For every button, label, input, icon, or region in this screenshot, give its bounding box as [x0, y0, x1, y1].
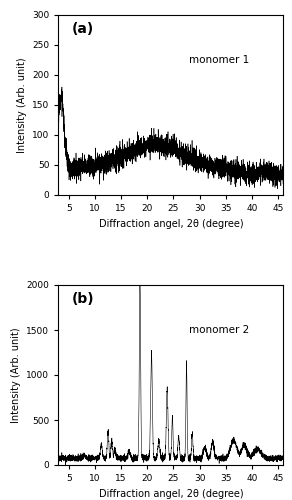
Text: monomer 1: monomer 1 [189, 54, 249, 64]
X-axis label: Diffraction angel, 2θ (degree): Diffraction angel, 2θ (degree) [98, 488, 243, 498]
Text: monomer 2: monomer 2 [189, 324, 249, 334]
X-axis label: Diffraction angel, 2θ (degree): Diffraction angel, 2θ (degree) [98, 218, 243, 228]
Text: (b): (b) [72, 292, 95, 306]
Y-axis label: Intensity (Arb. unit): Intensity (Arb. unit) [11, 327, 21, 423]
Y-axis label: Intensity (Arb. unit): Intensity (Arb. unit) [17, 57, 27, 153]
Text: (a): (a) [72, 22, 94, 36]
